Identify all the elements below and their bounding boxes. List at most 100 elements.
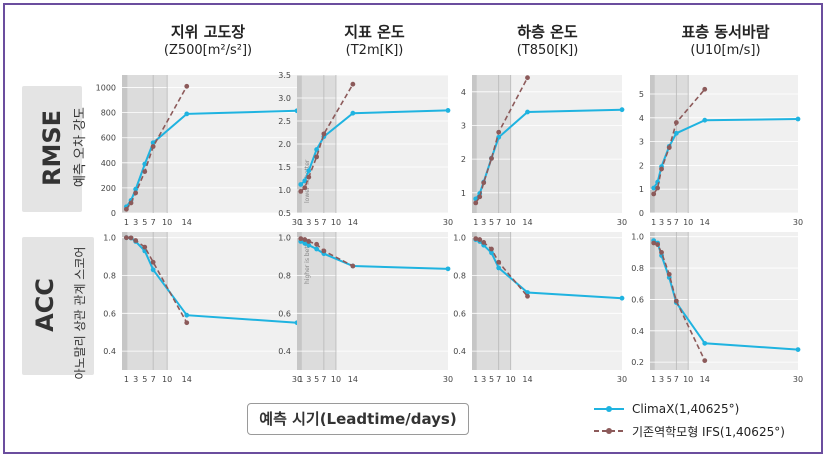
- legend-item-climax: ClimaX(1,40625°): [592, 398, 785, 420]
- ifs-point: [298, 188, 304, 194]
- x-tick-label: 5: [142, 218, 147, 227]
- day1-strip: [122, 232, 128, 370]
- climax-point: [184, 312, 190, 318]
- short-range-shade: [122, 75, 168, 213]
- column-title-t2m: 지표 온도 (T2m[K]): [292, 22, 457, 60]
- ifs-point: [321, 131, 327, 137]
- x-tick-label: 10: [683, 218, 693, 227]
- ifs-point: [496, 259, 502, 265]
- y-tick-label: 0.6: [103, 309, 116, 318]
- chart-panel-acc-t2m: 0.4 0.6 0.8 1.0 1 3 5 7 10 14 30 higher is better: [278, 232, 453, 384]
- ifs-point: [306, 174, 312, 180]
- ifs-point: [659, 166, 664, 172]
- ifs-point: [473, 236, 479, 242]
- day1-strip: [472, 75, 477, 213]
- x-tick-label: 3: [659, 375, 664, 384]
- x-tick-label: 5: [489, 218, 494, 227]
- ifs-point: [314, 154, 320, 160]
- climax-point: [496, 265, 502, 271]
- x-tick-label: 7: [674, 375, 679, 384]
- y-tick-label: 1.5: [278, 163, 291, 172]
- y-tick-label: 1.0: [278, 186, 291, 195]
- climax-point: [142, 161, 148, 167]
- x-tick-label: 1: [298, 375, 303, 384]
- x-tick-label: 1: [124, 375, 129, 384]
- column-subtitle-label: (Z500[m²/s²]): [163, 43, 253, 58]
- climax-point: [150, 267, 156, 273]
- short-range-shade: [122, 232, 168, 370]
- x-tick-label: 7: [321, 218, 326, 227]
- climax-point: [184, 111, 190, 117]
- x-tick-label: 30: [292, 218, 302, 227]
- y-tick-label: 1.0: [103, 234, 116, 243]
- x-tick-label: 30: [793, 218, 803, 227]
- ifs-point: [489, 246, 494, 252]
- climax-point: [702, 117, 708, 123]
- legend-item-ifs: 기존역학모형 IFS(1,40625°): [592, 420, 785, 442]
- x-tick-label: 30: [443, 375, 453, 384]
- climax-point: [525, 109, 530, 115]
- x-tick-label: 7: [321, 375, 326, 384]
- ifs-point: [150, 144, 156, 149]
- x-tick-label: 10: [162, 218, 172, 227]
- y-tick-label: 2.5: [278, 117, 291, 126]
- legend-swatch-climax: [594, 406, 624, 412]
- ifs-point: [184, 320, 190, 326]
- x-tick-label: 5: [667, 218, 672, 227]
- column-title-z500: 지위 고도장 (Z500[m²/s²]): [118, 22, 298, 60]
- ifs-point: [128, 235, 134, 241]
- climax-point: [655, 179, 661, 185]
- x-tick-label: 3: [481, 375, 486, 384]
- ifs-point: [184, 83, 190, 89]
- x-tick-label: 1: [651, 218, 656, 227]
- short-range-shade: [297, 232, 336, 370]
- x-tick-label: 1: [473, 375, 478, 384]
- column-subtitle-label: (U10[m/s]): [690, 43, 761, 58]
- ifs-point: [350, 263, 356, 269]
- y-tick-label: 5: [639, 90, 644, 99]
- x-tick-label: 1: [124, 218, 129, 227]
- ifs-point: [481, 180, 487, 186]
- x-tick-label: 1: [298, 218, 303, 227]
- day1-strip: [650, 75, 655, 213]
- x-tick-label: 14: [348, 218, 358, 227]
- x-tick-label: 14: [348, 375, 358, 384]
- column-title-label: 지위 고도장: [170, 23, 246, 41]
- chart-panel-acc-t850: 0.4 0.6 0.8 1.0 1 3 5 7 10 14 30: [453, 232, 627, 384]
- y-tick-label: 3: [639, 138, 644, 147]
- y-tick-label: 400: [101, 159, 116, 168]
- chart-panel-acc-u10: 0.2 0.4 0.6 0.8 1.0 1 3 5 7 10 14 30: [631, 232, 803, 384]
- climax-point: [702, 340, 708, 346]
- ifs-point: [123, 235, 129, 241]
- y-tick-label: 3.0: [278, 94, 291, 103]
- ifs-point: [481, 239, 487, 245]
- y-tick-label: 0.8: [103, 271, 116, 280]
- ifs-point: [525, 293, 530, 299]
- y-tick-label: 0.8: [631, 264, 644, 273]
- ifs-point: [321, 248, 327, 254]
- y-tick-label: 0.4: [453, 347, 466, 356]
- climax-point: [489, 250, 494, 256]
- climax-point: [619, 295, 625, 301]
- y-tick-label: 2.0: [278, 140, 291, 149]
- day1-strip: [297, 232, 302, 370]
- ifs-series-line: [653, 88, 706, 195]
- x-tick-label: 7: [496, 218, 501, 227]
- y-tick-label: 600: [101, 134, 116, 143]
- y-tick-label: 1: [461, 189, 466, 198]
- y-tick-label: 0.6: [453, 309, 466, 318]
- ifs-point: [702, 358, 708, 363]
- y-tick-label: 4: [461, 88, 466, 97]
- climax-point: [445, 266, 451, 272]
- ifs-point: [673, 298, 679, 304]
- x-tick-label: 30: [443, 218, 453, 227]
- ifs-point: [150, 259, 156, 265]
- x-tick-label: 5: [314, 218, 319, 227]
- ifs-point: [666, 271, 672, 277]
- climax-point: [302, 240, 308, 246]
- x-tick-label: 14: [182, 218, 192, 227]
- ifs-point: [302, 185, 308, 191]
- y-tick-label: 0.2: [631, 358, 644, 367]
